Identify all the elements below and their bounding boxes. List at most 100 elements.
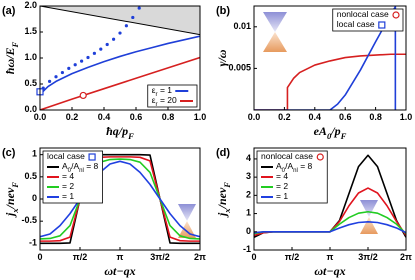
plot-area (40, 6, 200, 110)
legend-box (332, 8, 404, 32)
data-line (254, 53, 406, 110)
y-tick-label: 3 (246, 172, 251, 182)
data-line (40, 158, 200, 240)
data-line (40, 153, 200, 245)
x-tick-label: 0.8 (162, 112, 175, 122)
data-dot (60, 70, 64, 75)
data-dot (86, 55, 90, 60)
data-line (40, 35, 200, 95)
data-dot (118, 31, 122, 35)
x-tick-label: 0.6 (130, 112, 143, 122)
x-tick-label: 2π (194, 252, 206, 262)
y-tick-label: -1 (29, 238, 37, 248)
x-axis-label: ħq/pF (106, 124, 134, 141)
legend-label: local case (337, 19, 375, 29)
data-dot (92, 51, 96, 55)
x-tick-label: π/2 (285, 252, 299, 262)
panel-label: (b) (216, 5, 230, 17)
legend-label: = 2 (276, 181, 288, 191)
legend-title: local case (47, 151, 85, 161)
data-dot (99, 47, 103, 51)
data-line (254, 220, 406, 234)
legend-label: = 4 (62, 171, 74, 181)
y-axis-label: jx/nevF (215, 182, 232, 218)
y-tick-label: -0.5 (21, 216, 37, 226)
x-tick-label: 0 (251, 252, 256, 262)
y-tick-label: 0 (32, 193, 37, 203)
y-tick-label: 1 (246, 208, 251, 218)
marker (316, 153, 324, 161)
data-line (40, 160, 200, 238)
data-line (40, 56, 200, 110)
x-tick-label: π (327, 252, 334, 262)
x-tick-label: 0.6 (339, 112, 352, 122)
data-dot (67, 66, 71, 70)
panel-label: (c) (2, 147, 16, 159)
x-tick-label: 0.0 (34, 112, 47, 122)
y-tick-label: 0.005 (228, 63, 251, 73)
marker (392, 11, 400, 19)
legend-label: A0/Anl = 8 (62, 161, 99, 174)
y-tick-label: 0.5 (24, 78, 37, 88)
x-tick-label: 1.0 (194, 112, 207, 122)
legend-label: = 4 (276, 171, 288, 181)
legend-label: A0/Anl = 8 (276, 161, 313, 174)
plot-area (254, 154, 406, 238)
cone-inset (360, 200, 378, 234)
x-axis-label: ωt−qx (314, 264, 345, 278)
marker (378, 21, 386, 29)
x-axis-label: ωt−qx (104, 264, 135, 278)
x-tick-label: 0.0 (248, 112, 261, 122)
marker (79, 91, 87, 100)
legend-label: = 2 (62, 181, 74, 191)
cone-inset (263, 12, 287, 52)
plot-area (40, 153, 200, 245)
x-tick-label: 0.4 (98, 112, 111, 122)
marker (88, 153, 96, 161)
legend-title: nonlocal case (261, 151, 313, 161)
x-tick-label: 0.8 (369, 112, 382, 122)
plot-frame (253, 5, 407, 111)
panel-label: (a) (2, 5, 16, 17)
y-tick-label: 1.5 (24, 26, 37, 36)
data-dot (105, 42, 109, 47)
data-dot (131, 15, 135, 20)
y-tick-label: 4 (246, 153, 251, 163)
legend-label: nonlocal case (337, 9, 389, 19)
y-tick-label: 0.01 (233, 21, 251, 31)
x-tick-label: 3π/2 (150, 252, 169, 262)
y-tick-label: 0 (246, 226, 251, 236)
legend: εr = 1εr = 20 (147, 84, 198, 108)
y-tick-label: 0.0 (24, 104, 37, 114)
data-dot (48, 79, 52, 83)
x-tick-label: π (117, 252, 124, 262)
data-dot (73, 63, 77, 67)
data-line (40, 156, 200, 242)
y-axis-label: jx/nevF (3, 182, 20, 218)
data-dot (112, 37, 116, 41)
x-axis-label: eA0/pF (314, 124, 347, 141)
data-dot (124, 24, 128, 28)
cone-inset (178, 204, 196, 238)
x-tick-label: 0.2 (66, 112, 79, 122)
y-axis-label: γ/ω (215, 49, 229, 66)
y-tick-label: 2.0 (24, 0, 37, 10)
x-tick-label: 1.0 (400, 112, 413, 122)
data-line (254, 210, 406, 235)
y-tick-label: 0.5 (24, 171, 37, 181)
x-tick-label: 0.4 (309, 112, 322, 122)
legend-label: εr = 1 (152, 85, 173, 98)
y-axis-label: ħω/EF (3, 42, 20, 75)
x-tick-label: 3π/2 (358, 252, 377, 262)
boundary-line (40, 6, 200, 36)
legend-label: = 1 (276, 191, 288, 201)
x-tick-label: 0.2 (278, 112, 291, 122)
x-tick-label: 2π (400, 252, 412, 262)
panel-label: (d) (216, 147, 230, 159)
y-tick-label: 2 (246, 190, 251, 200)
y-tick-label: 1.0 (24, 52, 37, 62)
